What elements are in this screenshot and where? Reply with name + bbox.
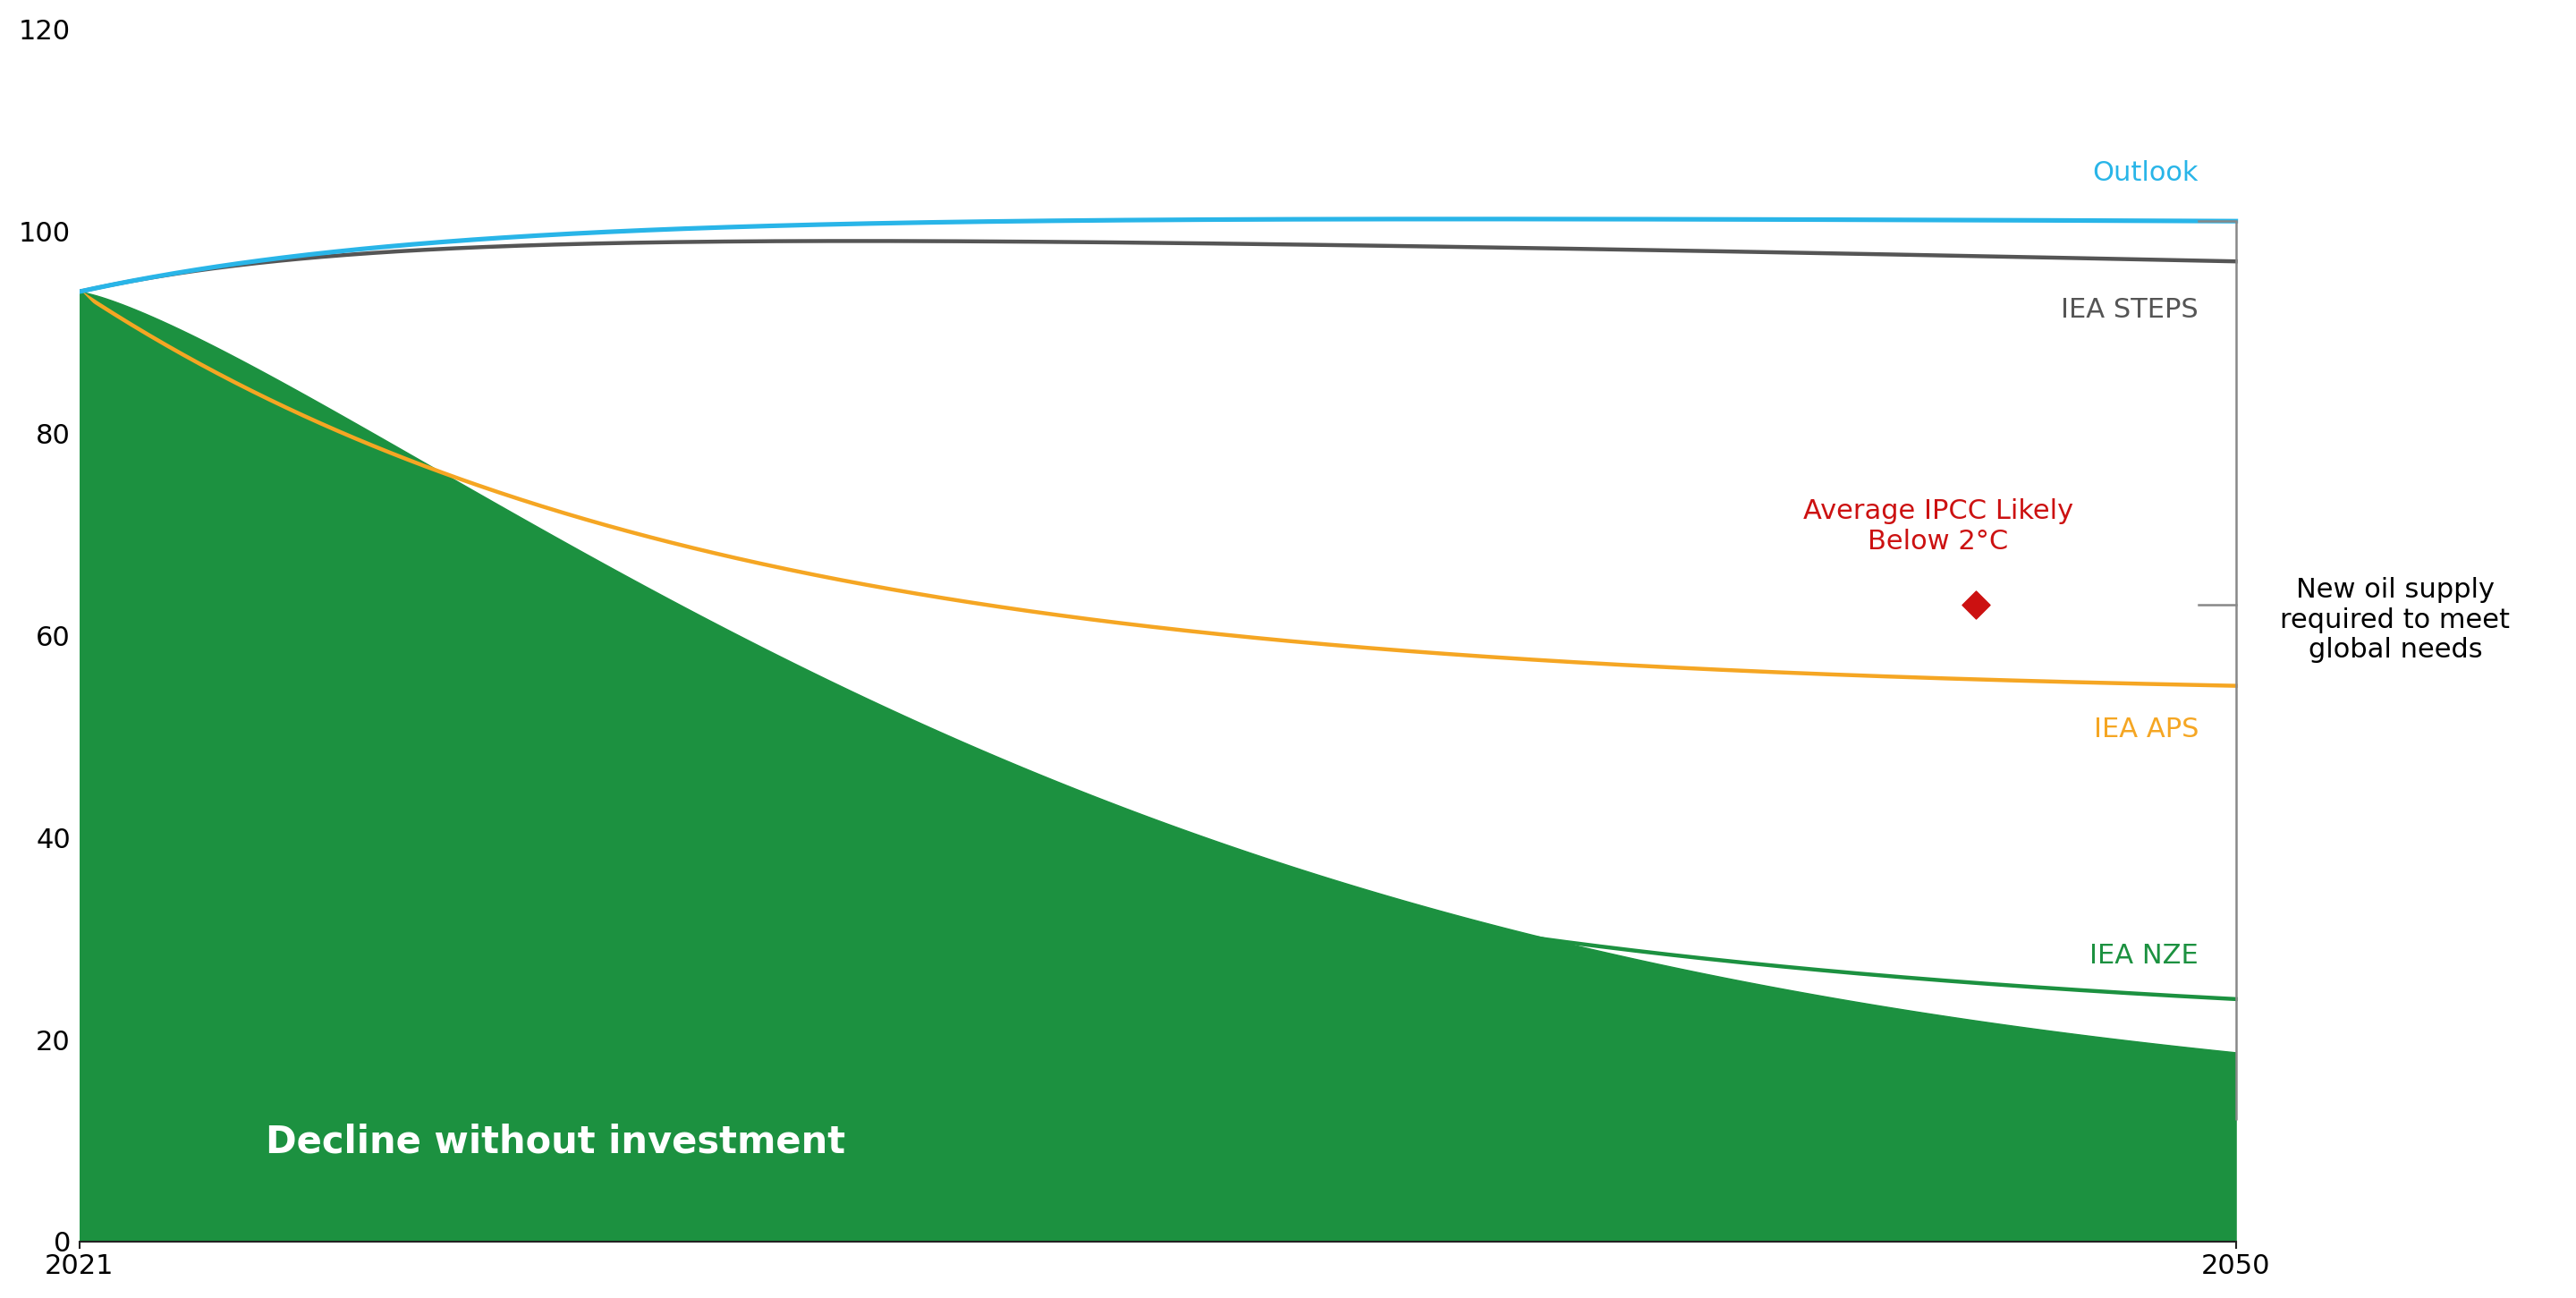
Point — [1955, 594, 1996, 615]
Text: IEA APS: IEA APS — [2094, 716, 2197, 742]
Text: Average IPCC Likely
Below 2°C: Average IPCC Likely Below 2°C — [1803, 498, 2074, 554]
Text: Outlook: Outlook — [2092, 160, 2197, 186]
Text: IEA STEPS: IEA STEPS — [2061, 297, 2197, 323]
Text: IEA NZE: IEA NZE — [2089, 942, 2197, 968]
Text: New oil supply
required to meet
global needs: New oil supply required to meet global n… — [2280, 578, 2509, 663]
Text: Decline without investment: Decline without investment — [265, 1123, 845, 1160]
